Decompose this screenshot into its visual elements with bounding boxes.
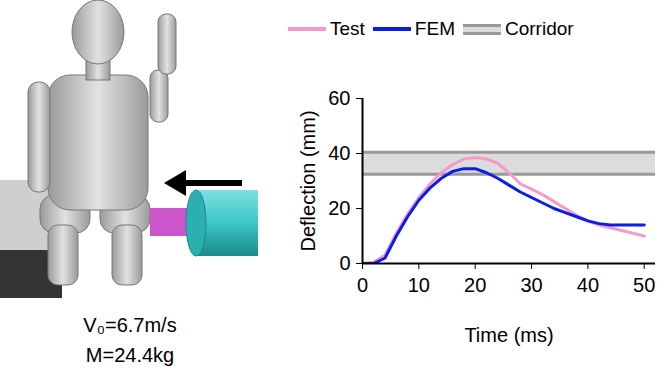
svg-text:10: 10 [408,274,430,296]
svg-text:20: 20 [464,274,486,296]
html-text:FEM: FEM [414,18,455,39]
svg-text:60: 60 [328,87,350,109]
svg-text:50: 50 [633,274,655,296]
svg-text:40: 40 [577,274,599,296]
svg-text:20: 20 [328,197,350,219]
svg-text:Deflection (mm): Deflection (mm) [297,110,319,251]
svg-text:0: 0 [357,274,368,296]
svg-text:30: 30 [520,274,542,296]
html-text:Corridor: Corridor [505,18,574,39]
svg-text:0: 0 [339,252,350,274]
html-text:Test: Test [330,18,365,39]
svg-text:M=24.4kg: M=24.4kg [86,344,174,366]
svg-text:40: 40 [328,142,350,164]
svg-text:V₀=6.7m/s: V₀=6.7m/s [83,314,176,336]
svg-text:Time (ms): Time (ms) [464,324,553,346]
